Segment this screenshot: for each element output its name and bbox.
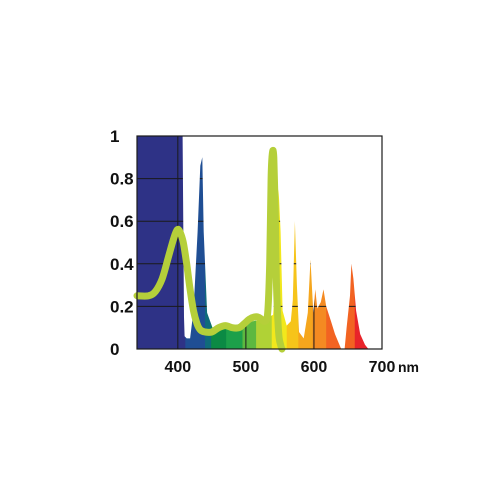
plot-frame	[136, 135, 383, 350]
y-tick-label: 1	[110, 127, 119, 146]
x-axis-unit: nm	[398, 359, 419, 375]
spectrum-band	[137, 136, 186, 349]
y-tick-label: 0.2	[110, 297, 134, 316]
y-tick-label: 0.8	[110, 170, 134, 189]
x-tick-label: 500	[233, 359, 260, 376]
y-axis-ticks: 1 0.8 0.6 0.4 0.2 0	[110, 127, 134, 359]
y-tick-label: 0	[110, 340, 119, 359]
x-axis-ticks: 400 500 600 700	[164, 359, 395, 376]
x-tick-label: 700	[369, 359, 396, 376]
y-tick-label: 0.6	[110, 212, 134, 231]
uncovered-spectrum-area	[137, 136, 382, 349]
y-tick-label: 0.4	[110, 255, 134, 274]
x-tick-label: 400	[164, 359, 191, 376]
x-tick-label: 600	[301, 359, 328, 376]
sensitivity-curve	[133, 146, 286, 353]
